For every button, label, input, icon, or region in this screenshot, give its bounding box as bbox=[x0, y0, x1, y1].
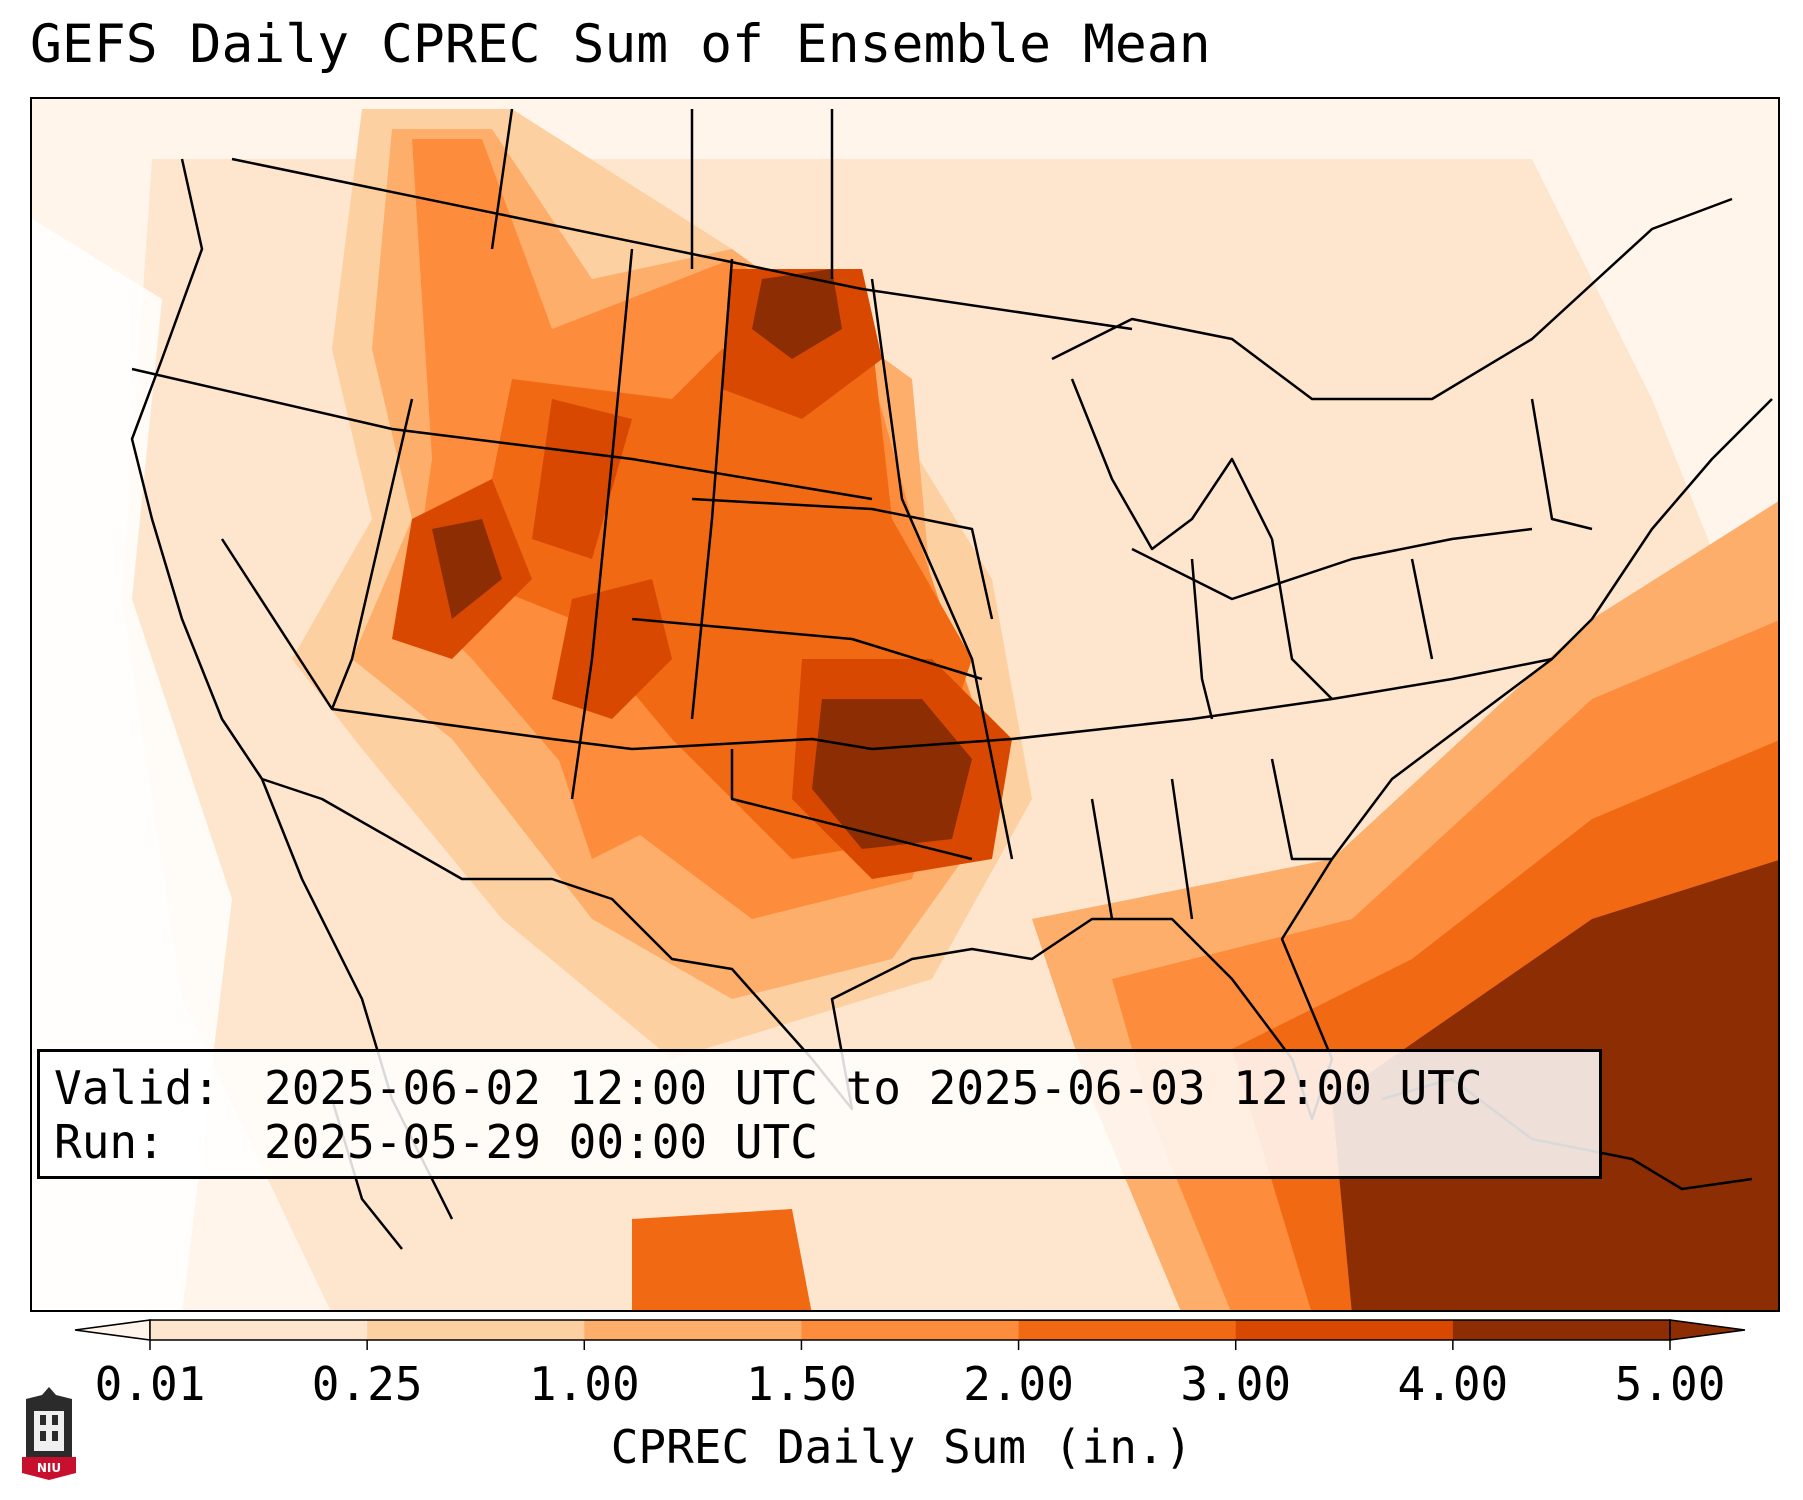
niu-logo-icon: NIU bbox=[22, 1387, 76, 1480]
colorbar-tick-label: 0.01 bbox=[94, 1357, 206, 1411]
colorbar-tick-label: 1.50 bbox=[746, 1357, 857, 1411]
colorbar-tick-label: 5.00 bbox=[1614, 1357, 1726, 1411]
valid-run-box: Valid: 2025-06-02 12:00 UTC to 2025-06-03… bbox=[37, 1049, 1602, 1179]
colorbar-tick-label: 1.00 bbox=[528, 1357, 640, 1411]
run-value: 2025-05-29 00:00 UTC bbox=[264, 1115, 818, 1169]
colorbar-extend-max bbox=[1669, 1319, 1746, 1341]
colorbar-tick-label: 0.25 bbox=[311, 1357, 423, 1411]
colorbar-segment bbox=[1452, 1320, 1671, 1340]
valid-value: 2025-06-02 12:00 UTC to 2025-06-03 12:00… bbox=[264, 1061, 1483, 1115]
colorbar-tick-label: 2.00 bbox=[963, 1357, 1074, 1411]
colorbar bbox=[74, 1319, 1746, 1350]
colorbar-segment bbox=[584, 1320, 802, 1340]
colorbar-tick-label: 3.00 bbox=[1180, 1357, 1292, 1411]
colorbar-outline bbox=[149, 1319, 1671, 1341]
colorbar-segment bbox=[1018, 1320, 1237, 1340]
run-label: Run: bbox=[54, 1115, 165, 1169]
map-title: GEFS Daily CPREC Sum of Ensemble Mean bbox=[30, 14, 1211, 75]
colorbar-label: CPREC Daily Sum (in.) bbox=[610, 1420, 1193, 1474]
colorbar-segment bbox=[367, 1320, 585, 1340]
colorbar-segment bbox=[150, 1320, 368, 1340]
colorbar-segment bbox=[1235, 1320, 1454, 1340]
valid-label: Valid: bbox=[54, 1061, 221, 1115]
colorbar-segment bbox=[801, 1320, 1020, 1340]
colorbar-extend-min bbox=[74, 1319, 151, 1341]
colorbar-tick-label: 4.00 bbox=[1397, 1357, 1509, 1411]
svg-text:NIU: NIU bbox=[37, 1461, 61, 1475]
